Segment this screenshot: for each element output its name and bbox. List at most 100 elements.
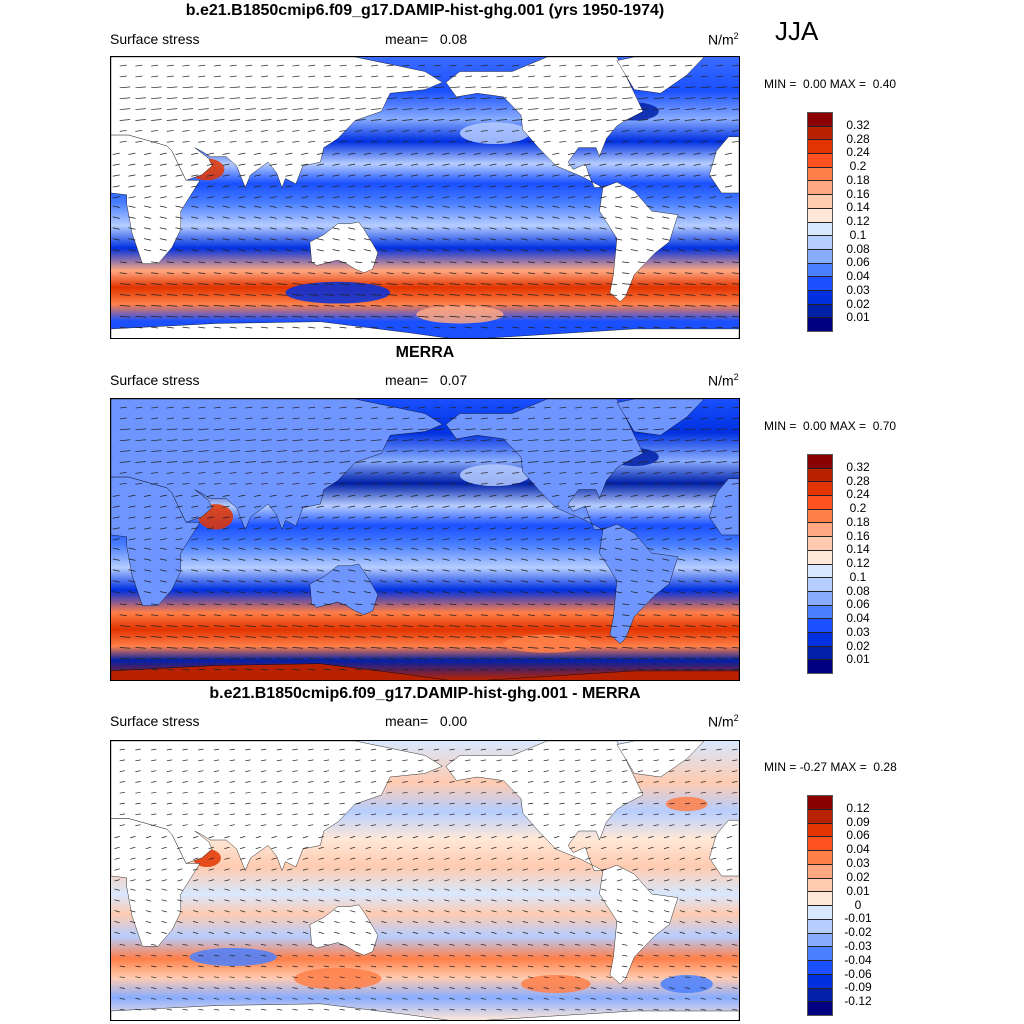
wind-vector [229, 614, 237, 617]
wind-vector [316, 163, 324, 166]
wind-vector [669, 406, 677, 409]
wind-vector [363, 227, 371, 230]
wind-vector [206, 174, 214, 177]
wind-vector [229, 976, 235, 979]
wind-vector [285, 174, 293, 177]
wind-vector [663, 868, 670, 871]
wind-vector [308, 428, 319, 431]
wind-vector [496, 976, 502, 979]
wind-vector [145, 921, 152, 924]
wind-vector [480, 770, 487, 772]
panel-3-map [110, 740, 740, 1021]
wind-vector [159, 591, 167, 594]
wind-vector [615, 547, 623, 550]
wind-vector [606, 86, 617, 89]
wind-vector [182, 614, 190, 617]
wind-vector [229, 1008, 235, 1011]
wind-vector [559, 406, 567, 409]
wind-vector [543, 417, 551, 420]
wind-vector [308, 944, 314, 946]
wind-vector [426, 558, 434, 561]
wind-vector [559, 315, 570, 318]
wind-vector [606, 315, 617, 318]
wind-vector [709, 591, 717, 594]
wind-vector [496, 64, 504, 67]
wind-vector [166, 987, 173, 989]
wind-vector [590, 802, 597, 805]
wind-vector [679, 868, 686, 871]
wind-vector [191, 185, 199, 188]
wind-vector [402, 636, 413, 638]
wind-vector [349, 846, 356, 849]
wind-vector [724, 174, 733, 177]
wind-vector [119, 86, 131, 89]
wind-vector [700, 64, 708, 67]
wind-vector [370, 283, 382, 285]
wind-vector [489, 569, 497, 572]
wind-vector [574, 781, 581, 783]
wind-vector [662, 227, 670, 230]
wind-vector [731, 944, 738, 946]
wind-vector [128, 185, 136, 188]
wind-vector [198, 976, 204, 979]
wind-vector [308, 954, 314, 957]
wind-vector [630, 538, 638, 541]
wind-vector [166, 428, 178, 431]
wind-vector [370, 614, 378, 617]
wind-vector [332, 580, 340, 583]
wind-vector [229, 461, 241, 463]
wind-vector [693, 196, 701, 199]
wind-vector [334, 921, 340, 924]
wind-vector [206, 505, 214, 508]
wind-vector [677, 174, 685, 177]
wind-vector [496, 824, 502, 826]
wind-vector [191, 538, 199, 541]
wind-vector [245, 64, 253, 67]
wind-vector [646, 216, 654, 219]
wind-vector [442, 174, 450, 177]
wind-vector [386, 614, 394, 617]
wind-vector [700, 86, 712, 89]
wind-vector [417, 119, 429, 121]
wind-vector [166, 130, 174, 132]
wind-vector [520, 238, 528, 241]
wind-vector [590, 461, 602, 463]
wind-vector [323, 261, 331, 264]
wind-vector [496, 140, 504, 143]
wind-vector [269, 249, 277, 252]
wind-vector [192, 910, 199, 913]
wind-vector [213, 428, 225, 431]
wind-vector [119, 824, 126, 826]
wind-vector [567, 558, 576, 561]
wind-vector [302, 879, 309, 882]
wind-vector [323, 406, 331, 409]
wind-vector [442, 249, 450, 252]
wind-vector [480, 326, 488, 329]
wind-vector [365, 910, 372, 913]
wind-vector [512, 450, 523, 452]
wind-vector [292, 987, 298, 989]
wind-vector [166, 283, 178, 285]
wind-vector [379, 249, 387, 252]
wind-vector [637, 450, 649, 452]
wind-vector [615, 185, 623, 188]
wind-vector [365, 899, 372, 902]
wind-vector [574, 428, 586, 431]
wind-vector [301, 569, 309, 572]
wind-vector [646, 591, 654, 594]
wind-vector [428, 879, 434, 882]
wind-vector [410, 538, 419, 541]
wind-vector [402, 603, 410, 606]
wind-vector [339, 781, 345, 783]
wind-vector [323, 315, 335, 318]
colorbar-label: 0.04 [846, 611, 870, 625]
wind-vector [615, 205, 623, 208]
wind-vector [381, 899, 387, 902]
wind-vector [465, 261, 473, 264]
wind-vector [606, 603, 614, 606]
wind-vector [700, 954, 706, 957]
wind-vector [260, 770, 267, 772]
wind-vector [716, 759, 722, 762]
wind-vector [229, 283, 241, 285]
wind-vector [559, 998, 565, 1000]
